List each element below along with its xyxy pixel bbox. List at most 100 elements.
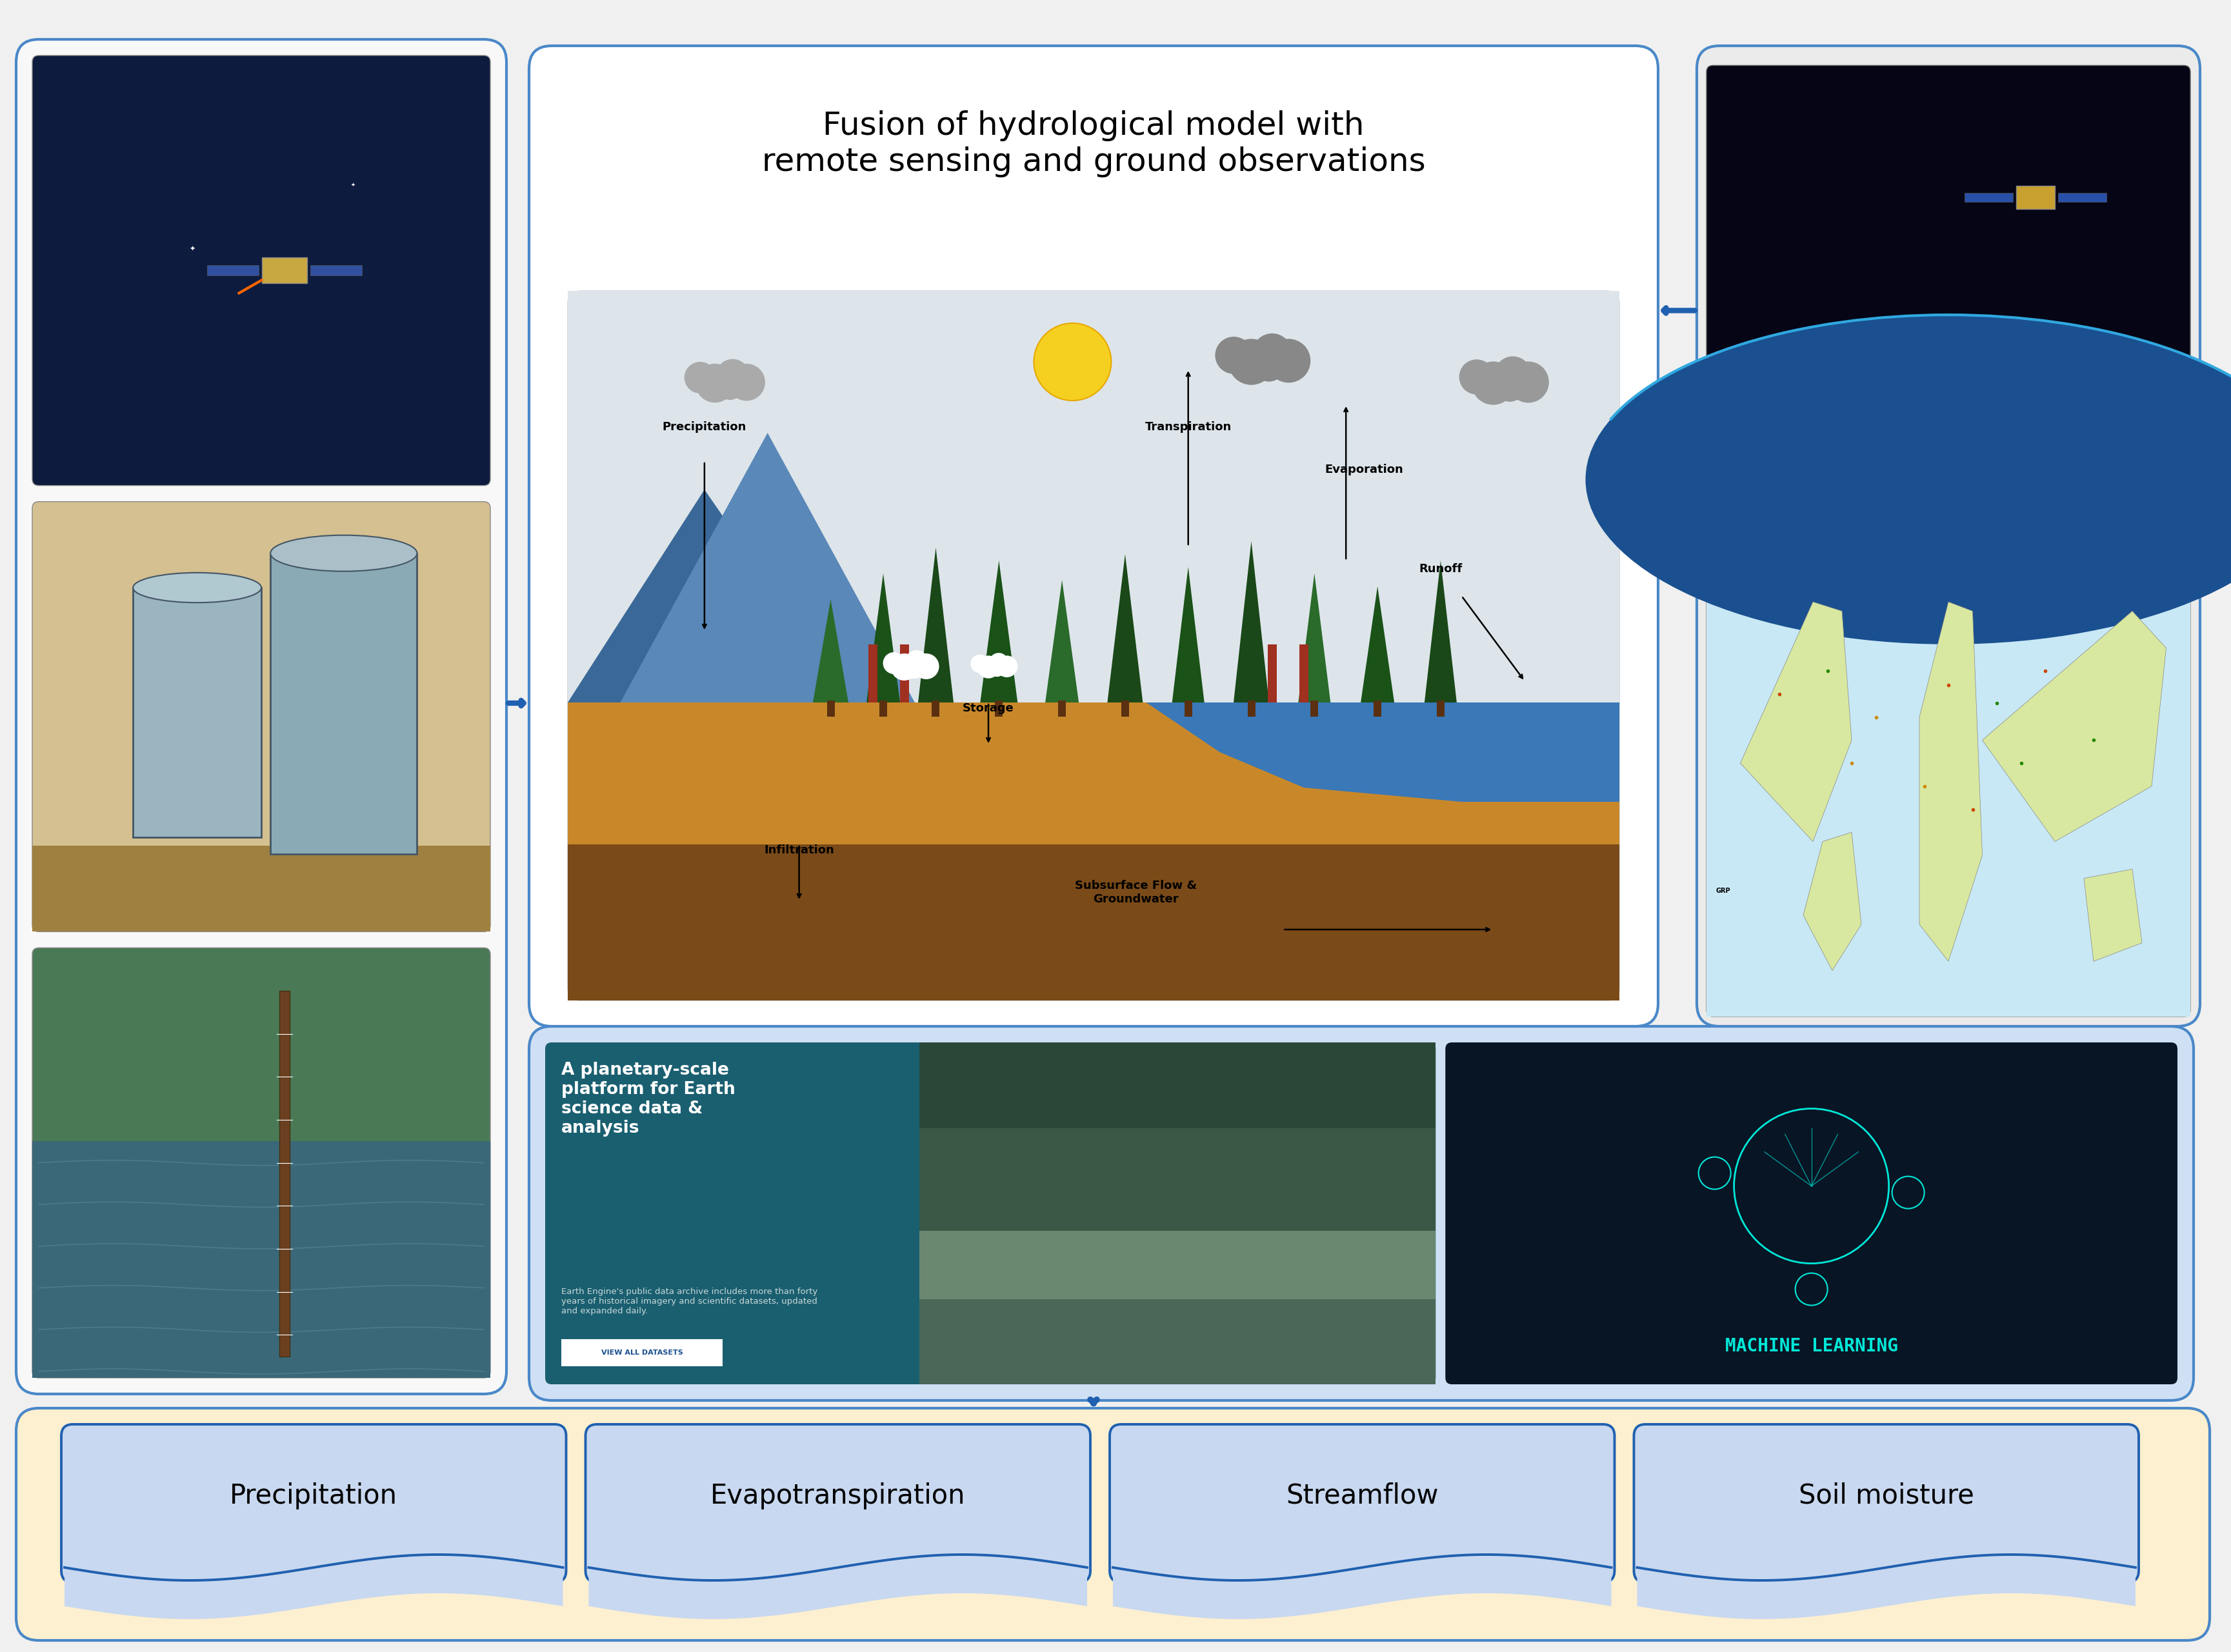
Bar: [1374, 700, 1381, 717]
FancyBboxPatch shape: [1698, 46, 2200, 1026]
Ellipse shape: [1586, 316, 2231, 644]
Polygon shape: [1361, 586, 1394, 702]
Circle shape: [970, 654, 988, 672]
Text: Subsurface Flow &
Groundwater: Subsurface Flow & Groundwater: [1075, 881, 1196, 905]
Text: A planetary-scale
platform for Earth
science data &
analysis: A planetary-scale platform for Earth sci…: [562, 1062, 736, 1137]
Bar: [1707, 555, 2191, 1016]
FancyBboxPatch shape: [31, 948, 491, 1378]
Text: Precipitation: Precipitation: [663, 421, 747, 433]
Polygon shape: [861, 702, 1620, 801]
Bar: [310, 266, 361, 276]
Circle shape: [685, 362, 716, 393]
Text: VIEW ALL DATASETS: VIEW ALL DATASETS: [600, 1350, 683, 1356]
Polygon shape: [1803, 833, 1861, 970]
Polygon shape: [1171, 567, 1205, 702]
Circle shape: [1033, 324, 1111, 400]
FancyBboxPatch shape: [31, 56, 491, 486]
Bar: [899, 644, 908, 702]
Bar: [31, 1142, 491, 1378]
Bar: [919, 1042, 1437, 1128]
Circle shape: [1252, 334, 1292, 373]
Bar: [919, 1128, 1437, 1231]
FancyBboxPatch shape: [60, 1424, 567, 1583]
FancyBboxPatch shape: [1446, 1042, 2177, 1384]
Polygon shape: [979, 560, 1017, 702]
Circle shape: [696, 363, 734, 403]
Circle shape: [977, 656, 999, 679]
FancyBboxPatch shape: [16, 40, 506, 1394]
Text: Streamflow: Streamflow: [1285, 1482, 1439, 1510]
Text: ✦: ✦: [190, 246, 196, 253]
Polygon shape: [1919, 601, 1983, 961]
FancyBboxPatch shape: [585, 1424, 1091, 1583]
Text: Evapotranspiration: Evapotranspiration: [709, 1482, 966, 1510]
Bar: [2057, 193, 2106, 202]
Polygon shape: [567, 489, 852, 702]
Polygon shape: [812, 600, 848, 702]
Text: Evaporation: Evaporation: [1325, 464, 1403, 476]
Ellipse shape: [134, 573, 261, 603]
Bar: [919, 1231, 1437, 1298]
Circle shape: [727, 363, 765, 401]
Bar: [2017, 185, 2055, 208]
Text: MACHINE LEARNING: MACHINE LEARNING: [1725, 1336, 1899, 1355]
Bar: [919, 1042, 1437, 1384]
Bar: [828, 700, 834, 717]
FancyBboxPatch shape: [544, 1042, 1437, 1384]
Circle shape: [906, 651, 928, 674]
Bar: [933, 700, 939, 717]
Bar: [1298, 644, 1307, 702]
Bar: [995, 700, 1002, 717]
Polygon shape: [1983, 611, 2166, 841]
FancyBboxPatch shape: [529, 1026, 2193, 1401]
Circle shape: [716, 372, 743, 400]
Bar: [1185, 700, 1191, 717]
Circle shape: [1216, 337, 1252, 373]
Bar: [279, 991, 290, 1356]
Text: Soil moisture: Soil moisture: [1798, 1482, 1974, 1510]
Polygon shape: [919, 548, 953, 702]
Bar: [1966, 193, 2012, 202]
Circle shape: [1472, 362, 1515, 405]
Bar: [1437, 700, 1443, 717]
Circle shape: [1495, 370, 1526, 401]
Bar: [567, 291, 1620, 702]
Bar: [1122, 700, 1129, 717]
Bar: [879, 700, 888, 717]
FancyBboxPatch shape: [1707, 66, 2191, 535]
Circle shape: [1495, 357, 1530, 393]
Bar: [562, 1340, 723, 1366]
Circle shape: [906, 659, 924, 679]
Text: Earth Engine's public data archive includes more than forty
years of historical : Earth Engine's public data archive inclu…: [562, 1287, 817, 1315]
FancyBboxPatch shape: [16, 1408, 2209, 1640]
FancyBboxPatch shape: [1109, 1424, 1615, 1583]
Circle shape: [1252, 349, 1285, 382]
Bar: [270, 553, 417, 854]
Bar: [1310, 700, 1319, 717]
Polygon shape: [1107, 553, 1142, 702]
Polygon shape: [1234, 542, 1269, 702]
Circle shape: [716, 358, 750, 393]
FancyBboxPatch shape: [529, 46, 1658, 1026]
FancyBboxPatch shape: [1707, 555, 2191, 1016]
Bar: [207, 266, 259, 276]
Polygon shape: [866, 573, 899, 702]
Circle shape: [890, 654, 917, 681]
Polygon shape: [1046, 580, 1080, 702]
Circle shape: [1229, 339, 1274, 385]
Text: Transpiration: Transpiration: [1145, 421, 1232, 433]
Text: Precipitation: Precipitation: [230, 1482, 397, 1510]
Bar: [1247, 700, 1256, 717]
Bar: [567, 702, 1620, 844]
Polygon shape: [2084, 869, 2142, 961]
Bar: [567, 844, 1620, 1001]
Circle shape: [1459, 360, 1495, 395]
Text: Storage: Storage: [962, 702, 1015, 714]
Polygon shape: [1298, 573, 1330, 702]
Bar: [134, 588, 261, 838]
Text: Fusion of hydrological model with
remote sensing and ground observations: Fusion of hydrological model with remote…: [761, 111, 1426, 177]
Circle shape: [1508, 362, 1548, 403]
Circle shape: [912, 654, 939, 679]
Bar: [261, 258, 308, 284]
FancyBboxPatch shape: [567, 291, 1620, 1001]
